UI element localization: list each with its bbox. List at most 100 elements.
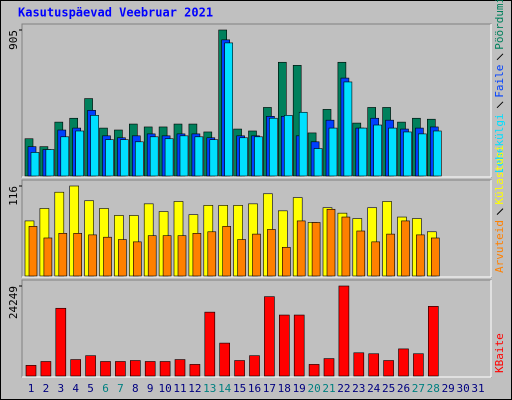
x-tick-label: 13 [203,382,216,395]
bar [401,220,410,277]
bar [311,222,321,277]
x-tick-label: 20 [307,382,320,395]
bar [103,236,112,277]
bar [283,115,293,177]
bar [264,296,275,377]
bar [371,241,381,277]
bar [224,42,233,177]
bar [209,139,219,177]
bar [254,136,263,177]
bar [353,352,365,377]
bar [162,235,172,277]
bar [430,237,440,277]
legend-separator [496,53,504,61]
bar [70,359,81,377]
bar [179,135,189,177]
bar [328,127,338,177]
bar [58,233,68,277]
bar [115,361,126,377]
x-tick-label: 16 [248,382,261,395]
bar [343,81,353,177]
bar [204,311,216,377]
legend-separator [496,208,504,215]
bar [249,355,260,377]
bar [85,355,96,377]
bar [418,133,427,177]
bar [267,229,276,277]
legend-entry: Pöördumisi [493,0,506,50]
bar [293,314,305,377]
x-tick-label: 21 [322,382,335,395]
bar [323,358,335,377]
bar [45,149,55,177]
legend-entry: Arvuteid [493,220,506,273]
bar [40,361,52,377]
bar [164,138,174,177]
bar [130,360,141,377]
bar [298,111,308,177]
x-tick-label: 14 [218,382,232,395]
bar [189,364,201,377]
bar [43,237,53,277]
bar [341,216,351,277]
bar [133,241,142,277]
x-tick-label: 19 [293,382,306,395]
bar [269,117,278,177]
x-tick-label: 24 [367,382,381,395]
y-tick-label: 24249 [7,286,20,319]
bar [100,361,111,377]
x-tick-label: 26 [397,382,410,395]
bar [427,306,439,377]
x-tick-label: 17 [263,382,276,395]
bar [383,360,394,377]
bar [278,314,290,377]
bar [144,361,156,377]
x-tick-label: 7 [117,382,124,395]
bar [207,231,217,277]
bar [373,124,383,177]
bar [416,234,425,277]
x-tick-label: 9 [147,382,154,395]
x-tick-label: 3 [57,382,64,395]
bar [358,127,368,177]
x-tick-label: 2 [43,382,50,395]
bar [60,136,70,177]
x-tick-label: 1 [28,382,35,395]
bar [194,136,204,177]
bar [177,235,187,277]
x-tick-label: 12 [188,382,201,395]
x-tick-label: 31 [471,382,484,395]
bar [368,353,380,377]
bar [403,131,412,177]
x-tick-label: 28 [427,382,440,395]
bar [219,342,230,377]
bar [432,130,442,177]
x-tick-label: 18 [278,382,291,395]
legend-entry: Lehekülgi [493,113,506,173]
x-tick-label: 10 [158,382,171,395]
bar [55,307,67,377]
bar [308,364,320,377]
x-tick-label: 15 [233,382,246,395]
bar [73,233,82,277]
bar [75,130,84,177]
bar [398,348,409,377]
bar [281,246,291,277]
bar [388,127,397,177]
bar [118,239,127,277]
bar [239,137,248,177]
x-tick-label: 5 [87,382,94,395]
bar [149,136,159,177]
x-tick-label: 22 [337,382,350,395]
bar [222,226,231,277]
bar [28,226,38,277]
bar [356,230,366,277]
chart-title: Kasutuspäevad Veebruar 2021 [18,6,213,20]
legend-entry: Faile [493,65,506,98]
bar [135,141,144,177]
bar [326,208,336,277]
legend-separator [496,101,504,109]
bar [174,359,186,377]
bar [30,152,40,177]
bar [296,220,306,277]
